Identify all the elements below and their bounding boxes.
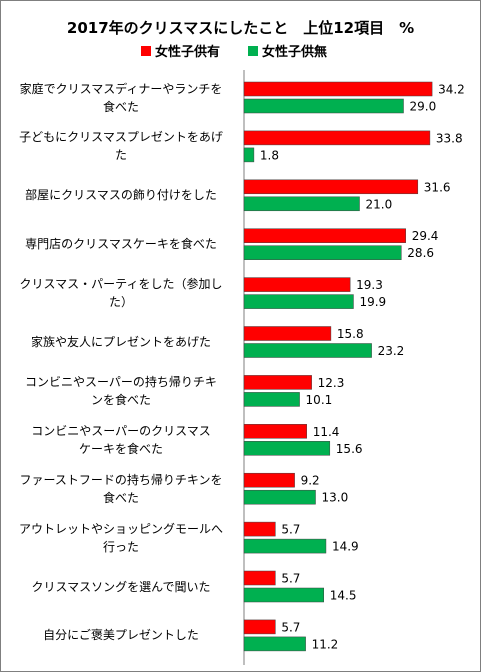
- legend-swatch-series-2: [248, 45, 258, 56]
- bar-series-1: [243, 179, 419, 195]
- category-label: 子どもにクリスマスプレゼントをあげ た: [19, 130, 223, 163]
- category-label: 家庭でクリスマスディナーやランチを 食べた: [19, 81, 223, 114]
- data-label: 33.8: [436, 131, 463, 145]
- bar-series-2: [243, 636, 306, 652]
- data-label: 11.2: [312, 637, 339, 651]
- legend-label-series-2: 女性子供無: [262, 45, 328, 60]
- data-label: 5.7: [281, 620, 300, 634]
- data-label: 12.3: [318, 376, 345, 390]
- category-label: アウトレットやショッピングモールへ 行った: [18, 521, 223, 554]
- data-label: 5.7: [281, 572, 300, 586]
- legend-label-series-1: 女性子供有: [155, 45, 221, 60]
- bar-series-1: [243, 472, 295, 488]
- data-label: 11.4: [313, 425, 340, 439]
- bar-series-1: [243, 81, 433, 97]
- data-label: 5.7: [281, 523, 300, 537]
- bar-series-1: [243, 326, 332, 341]
- bar-series-2: [243, 147, 255, 163]
- bar-series-1: [243, 424, 307, 439]
- bar-series-2: [243, 392, 300, 407]
- chart-title: 2017年のクリスマスにしたこと 上位12項目 %: [66, 19, 415, 37]
- data-label: 34.2: [438, 83, 465, 97]
- category-label: クリスマスソングを選んで聞いた: [31, 579, 211, 594]
- data-label: 14.5: [330, 589, 357, 603]
- data-label: 14.9: [332, 540, 359, 554]
- data-label: 28.6: [407, 246, 434, 260]
- category-label: 部屋にクリスマスの飾り付けをした: [25, 188, 217, 203]
- category-label: 家族や友人にプレゼントをあげた: [30, 335, 211, 349]
- bar-series-2: [243, 538, 327, 554]
- data-label: 9.2: [301, 474, 320, 488]
- bar-series-2: [243, 489, 316, 505]
- category-label: クリスマス・パーティをした（参加し た）: [19, 277, 223, 310]
- bar-series-1: [243, 570, 276, 586]
- data-label: 13.0: [322, 491, 349, 505]
- data-label: 19.3: [356, 278, 383, 292]
- data-label: 15.8: [337, 327, 364, 341]
- bar-series-1: [243, 619, 276, 635]
- legend-item-series-1: 女性子供有: [141, 41, 220, 60]
- bar-series-2: [243, 294, 354, 309]
- bar-series-2: [243, 245, 402, 260]
- data-label: 23.2: [378, 344, 405, 358]
- data-label: 31.6: [424, 180, 451, 194]
- bar-series-1: [243, 521, 276, 537]
- bar-series-1: [243, 130, 431, 146]
- bar-series-1: [243, 375, 312, 390]
- chart-legend: 女性子供有 女性子供無: [0, 41, 481, 60]
- bar-series-2: [243, 587, 324, 603]
- category-label: コンビニやスーパーの持ち帰りチキ ンを食べた: [25, 374, 217, 407]
- bar-series-2: [243, 343, 372, 358]
- category-label: ファーストフードの持ち帰りチキンを 食べた: [19, 472, 223, 505]
- data-label: 10.1: [306, 393, 333, 407]
- bar-series-2: [243, 196, 360, 212]
- bar-series-2: [243, 441, 331, 456]
- category-label: コンビニやスーパーのクリスマス ケーキを食べた: [31, 423, 211, 456]
- data-label: 15.6: [336, 442, 363, 456]
- bar-series-1: [243, 277, 351, 292]
- data-label: 29.4: [412, 229, 439, 243]
- bar-series-1: [243, 228, 406, 243]
- data-label: 1.8: [260, 148, 279, 162]
- data-label: 19.9: [359, 295, 386, 309]
- bar-series-2: [243, 98, 404, 114]
- category-label: 専門店のクリスマスケーキを食べた: [25, 237, 217, 252]
- data-label: 29.0: [410, 100, 437, 114]
- category-label: 自分にご褒美プレゼントした: [43, 628, 199, 643]
- data-label: 21.0: [366, 197, 393, 211]
- legend-item-series-2: 女性子供無: [248, 41, 327, 60]
- legend-swatch-series-1: [141, 45, 151, 56]
